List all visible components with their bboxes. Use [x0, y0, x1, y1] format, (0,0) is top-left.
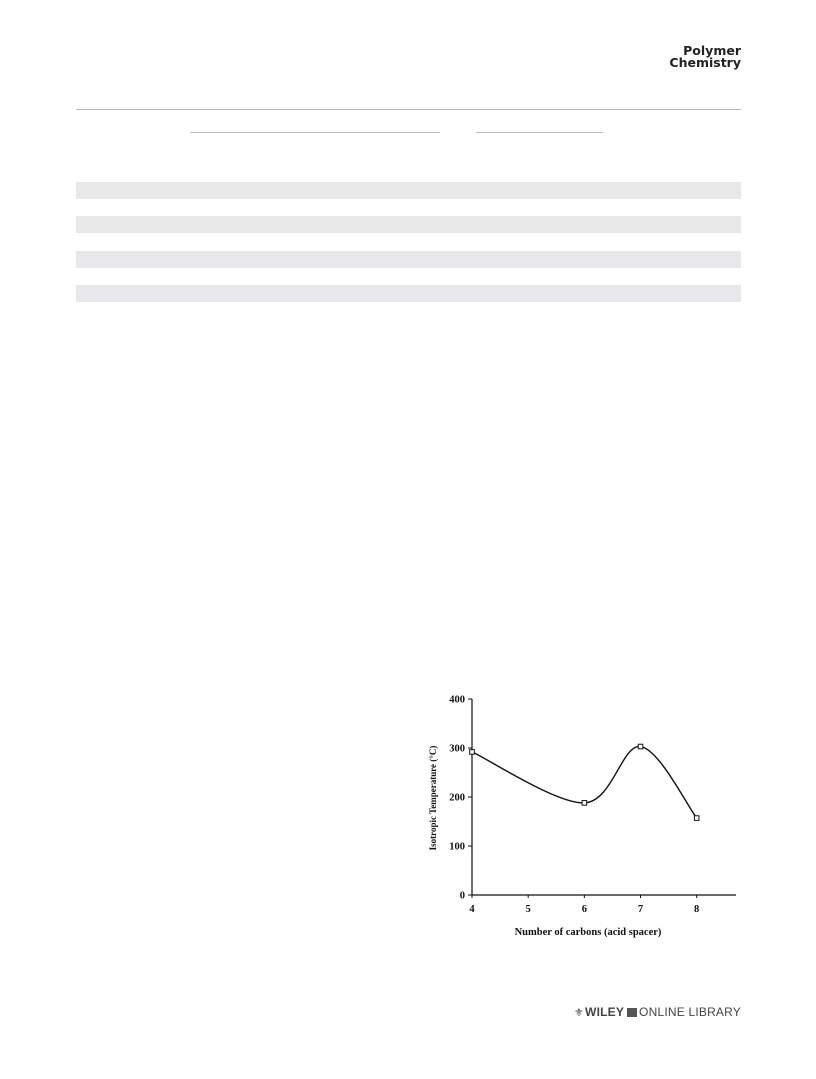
- x-tick-labels: 4 5 6 7 8: [469, 895, 699, 915]
- x-axis-label: Number of carbons (acid spacer): [515, 927, 662, 938]
- y-tick-label: 300: [449, 744, 465, 755]
- header-rule: [76, 109, 741, 110]
- y-tick-label: 400: [449, 695, 465, 706]
- journal-name-line1: Polymer: [683, 43, 741, 58]
- y-tick-label: 0: [460, 891, 465, 902]
- x-tick-label: 8: [694, 904, 699, 915]
- wiley-online-library-logo: ⚜WILEY ONLINE LIBRARY: [574, 1005, 741, 1019]
- isotropic-temperature-chart: 0 100 200 300 400 4 5 6 7 8 Number of carbons (a…: [428, 695, 736, 938]
- series-line: [471, 745, 698, 819]
- chart-axes: [471, 699, 736, 896]
- table-row-stripe: [76, 251, 741, 268]
- table-header-rule-2: [476, 132, 603, 133]
- publisher-name: WILEY: [585, 1005, 625, 1019]
- journal-name: Polymer Chemistry: [669, 43, 741, 70]
- wiley-seal-icon: ⚜: [573, 1007, 585, 1019]
- y-tick-label: 100: [449, 842, 465, 853]
- data-points: [469, 743, 700, 821]
- data-point: [469, 749, 475, 755]
- data-point: [693, 815, 700, 821]
- table-row-stripe: [76, 216, 741, 233]
- y-tick-label: 200: [449, 793, 465, 804]
- data-point: [637, 743, 644, 750]
- x-tick-label: 6: [582, 904, 587, 915]
- table-header-rule-1: [190, 132, 440, 133]
- y-tick-labels: 0 100 200 300 400: [449, 695, 472, 902]
- y-axis-label: Isotropic Temperature (°C): [428, 746, 438, 851]
- library-book-icon: [627, 1008, 638, 1017]
- library-name: ONLINE LIBRARY: [639, 1005, 741, 1019]
- data-point: [581, 800, 588, 806]
- x-tick-label: 7: [638, 904, 643, 915]
- x-tick-label: 4: [469, 904, 475, 915]
- table-row-stripe: [76, 285, 741, 302]
- table-row-stripe: [76, 182, 741, 199]
- x-tick-label: 5: [526, 904, 531, 915]
- journal-name-line2: Chemistry: [669, 55, 741, 70]
